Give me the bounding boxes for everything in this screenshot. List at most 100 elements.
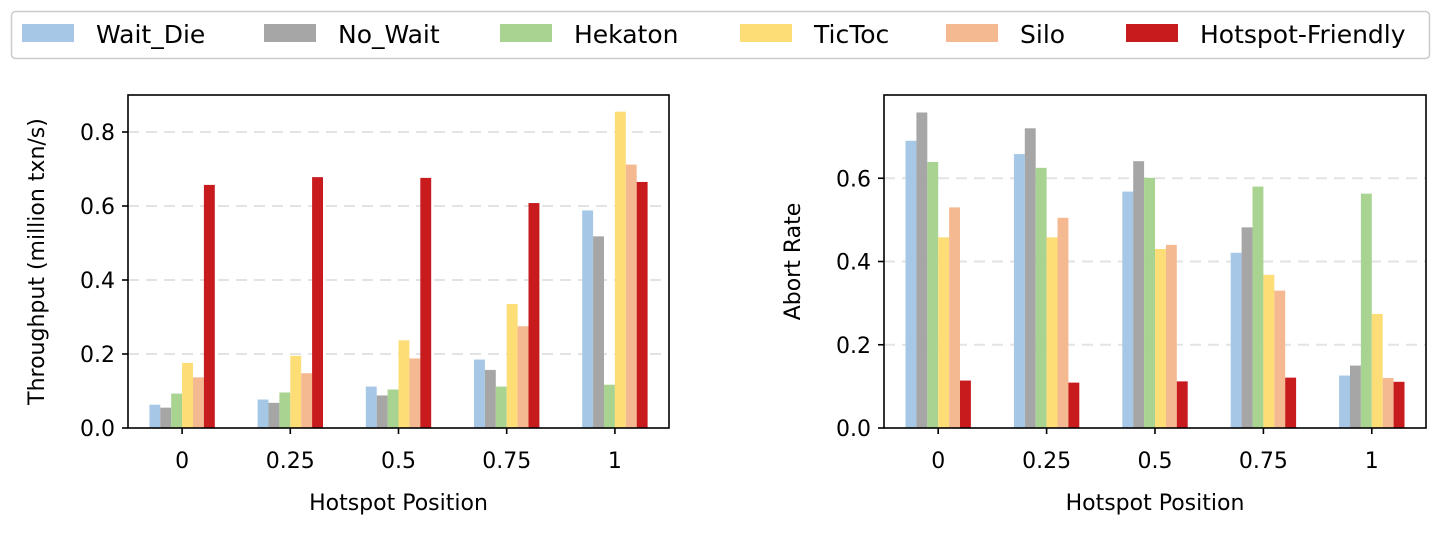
throughput-xtick-label: 0.75 [482,449,531,474]
abort-rate-bar-hotspot-friendly-0-25 [1068,382,1080,428]
abort-rate-bar-tictoc-1 [1371,313,1383,428]
legend-swatch-tictoc [740,24,792,42]
abort-rate-xtick-label: 0.75 [1239,449,1288,474]
abort-rate-xtick-label: 0.5 [1138,449,1173,474]
throughput-bar-hekaton-0-5 [387,389,399,428]
throughput-xtick-label: 0.25 [266,449,315,474]
abort-rate-bar-no-wait-1 [1350,365,1361,428]
throughput-bar-silo-1 [625,164,637,428]
throughput-bar-hekaton-0-25 [279,392,291,428]
legend-label-silo: Silo [1020,20,1065,49]
legend-label-hekaton: Hekaton [574,20,678,49]
throughput-bar-hotspot-friendly-0 [203,184,215,428]
abort-rate-bar-tictoc-0-5 [1155,249,1166,428]
legend-label-hotspot-friendly: Hotspot-Friendly [1200,20,1406,49]
abort-rate-bar-hekaton-1 [1360,193,1372,428]
throughput-bar-silo-0 [193,377,204,428]
abort-rate-bar-hekaton-0-25 [1035,167,1047,428]
abort-rate-bar-hekaton-0 [927,162,939,429]
throughput-ytick-label: 0.2 [80,343,115,368]
throughput-bar-tictoc-0-5 [398,340,410,428]
abort-rate-bar-wait-die-0-5 [1122,191,1134,428]
abort-rate-ytick-label: 0.6 [836,167,871,192]
throughput-ytick-label: 0.8 [80,121,115,146]
throughput-bar-tictoc-0-75 [506,304,518,428]
legend-swatch-no-wait [264,24,316,42]
throughput-bar-tictoc-0 [182,362,193,428]
legend-swatch-wait-die [22,24,74,42]
abort-rate-bar-wait-die-0-25 [1013,154,1025,429]
legend-swatch-silo [946,24,998,42]
throughput-bar-silo-0-5 [409,358,421,428]
throughput-bar-hotspot-friendly-0-25 [312,177,323,428]
throughput-bar-hotspot-friendly-1 [636,181,648,428]
throughput-ylabel: Throughput (million txn/s) [25,118,50,406]
abort-rate-bar-hotspot-friendly-1 [1393,381,1405,428]
abort-rate-bar-tictoc-0-25 [1046,237,1058,428]
abort-rate-ylabel: Abort Rate [781,203,806,321]
legend-swatch-hotspot-friendly [1126,24,1178,42]
abort-rate-bar-tictoc-0 [938,237,950,428]
abort-rate-bar-no-wait-0-5 [1133,161,1145,428]
throughput-xtick-label: 0 [175,449,189,474]
throughput-xlabel: Hotspot Position [309,491,488,516]
abort-rate-bar-no-wait-0-25 [1024,128,1036,429]
legend-label-wait-die: Wait_Die [96,20,205,49]
abort-rate-bar-hotspot-friendly-0 [960,380,971,428]
throughput-bar-no-wait-0-25 [268,402,280,428]
abort-rate-bar-silo-0-5 [1165,244,1177,428]
throughput-bar-tictoc-0-25 [290,355,302,428]
throughput-bar-hotspot-friendly-0-5 [420,177,432,428]
abort-rate-bar-hekaton-0-5 [1144,177,1155,428]
abort-rate-bar-no-wait-0 [916,112,928,429]
abort-rate-xtick-label: 0 [931,449,945,474]
abort-rate-bar-no-wait-0-75 [1241,227,1253,428]
throughput-ytick-label: 0.6 [80,195,115,220]
throughput-xtick-label: 1 [608,449,622,474]
abort-rate-ytick-label: 0.2 [836,334,871,359]
throughput-bar-wait-die-0-25 [257,399,269,428]
throughput-bar-no-wait-0-75 [484,369,496,428]
throughput-bar-wait-die-0-5 [365,386,377,428]
abort-rate-bar-hekaton-0-75 [1252,186,1264,428]
legend-swatch-hekaton [500,24,552,42]
legend-label-tictoc: TicToc [813,20,889,49]
abort-rate-bar-silo-0-25 [1057,217,1069,428]
abort-rate-bar-wait-die-1 [1339,375,1350,428]
legend: Wait_Die No_Wait Hekaton TicToc Silo Hotspot-… [10,10,1431,60]
abort-rate-bar-wait-die-0-75 [1230,252,1242,428]
throughput-bar-tictoc-1 [614,111,626,429]
throughput-ytick-label: 0.4 [80,269,115,294]
throughput-bar-wait-die-0 [149,404,161,428]
abort-rate-bar-hotspot-friendly-0-75 [1285,377,1297,428]
throughput-ytick-label: 0.0 [80,417,115,442]
abort-rate-chart: 0.0 0.2 0.4 0.6 0 0.25 0.5 0.75 1 Hotspot Positio… [781,94,1427,516]
throughput-bar-no-wait-1 [593,236,604,428]
throughput-bar-no-wait-0 [160,407,172,428]
abort-rate-bar-tictoc-0-75 [1263,274,1275,428]
abort-rate-bar-silo-0-75 [1274,290,1286,428]
abort-rate-bar-hotspot-friendly-0-5 [1176,381,1188,428]
throughput-bar-hotspot-friendly-0-75 [528,203,540,428]
abort-rate-ytick-label: 0.0 [836,417,871,442]
legend-label-no-wait: No_Wait [338,20,440,49]
abort-rate-xlabel: Hotspot Position [1066,491,1245,516]
throughput-bar-no-wait-0-5 [376,395,388,428]
abort-rate-bar-silo-1 [1382,378,1394,428]
throughput-bar-wait-die-0-75 [474,359,485,428]
abort-rate-bar-wait-die-0 [905,140,917,428]
throughput-chart: 0.0 0.2 0.4 0.6 0.8 0 0.25 0.5 0.75 1 Hotspot Posi… [25,94,670,516]
throughput-bar-silo-0-25 [301,373,313,428]
abort-rate-xtick-label: 1 [1365,449,1379,474]
abort-rate-xtick-label: 0.25 [1022,449,1071,474]
abort-rate-bar-silo-0 [949,207,960,428]
throughput-bar-wait-die-1 [582,210,594,428]
throughput-xtick-label: 0.5 [381,449,416,474]
throughput-bar-hekaton-0-75 [495,386,507,428]
abort-rate-ytick-label: 0.4 [836,251,871,276]
throughput-bar-silo-0-75 [517,326,529,428]
legend-frame [10,10,1431,60]
throughput-bar-hekaton-0 [171,393,183,428]
